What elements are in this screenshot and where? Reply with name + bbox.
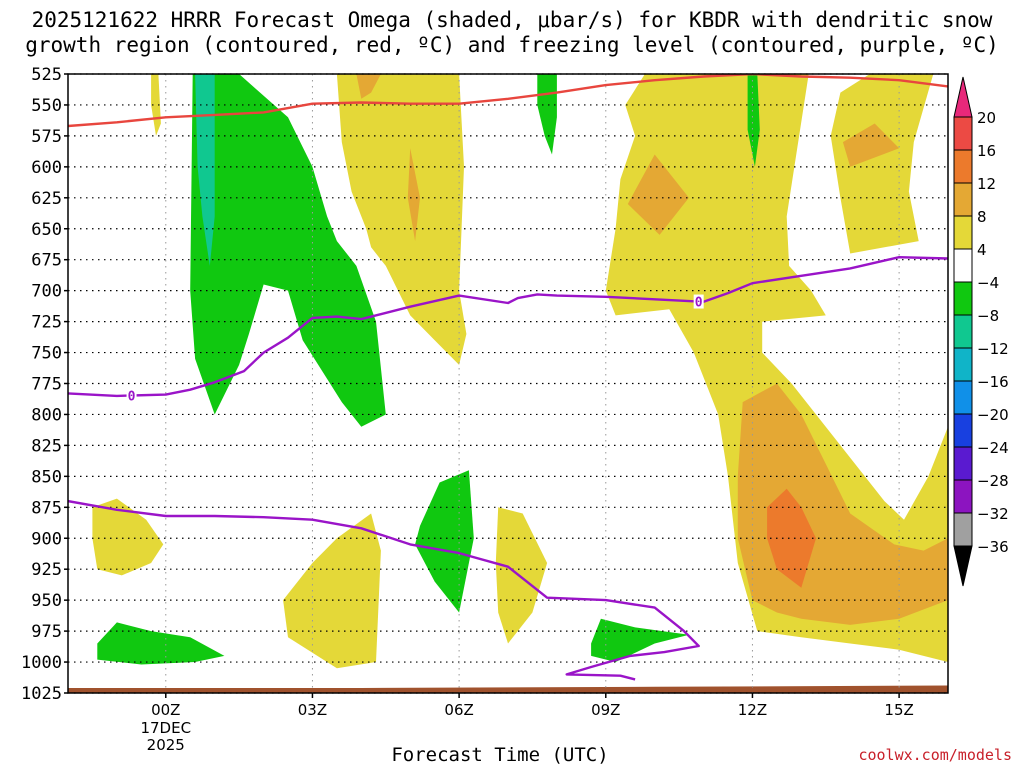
colorbar-swatch xyxy=(953,281,973,316)
y-tick-label: 700 xyxy=(31,282,62,302)
omega-shade-region-9 xyxy=(842,123,900,167)
y-tick-label: 975 xyxy=(31,622,62,642)
x-tick-label: 12Z xyxy=(738,701,767,719)
y-tick-label: 675 xyxy=(31,251,62,271)
omega-shade-region-4 xyxy=(605,74,948,662)
y-tick-label: 625 xyxy=(31,189,62,209)
y-tick-label: 650 xyxy=(31,220,62,240)
y-tick-label: 775 xyxy=(31,375,62,395)
y-tick-label: 950 xyxy=(31,591,62,611)
omega-shade-region-12 xyxy=(495,507,548,644)
colorbar-swatch xyxy=(953,149,973,184)
contour-label: 0 xyxy=(695,296,703,311)
chart-title-line-2: growth region (contoured, red, ºC) and f… xyxy=(25,33,999,57)
colorbar-swatch xyxy=(953,215,973,250)
colorbar-label: −24 xyxy=(977,439,1009,457)
x-tick-label: 06Z xyxy=(444,701,473,719)
y-tick-label: 900 xyxy=(31,529,62,549)
terrain-layer xyxy=(68,685,948,693)
colorbar-label: 16 xyxy=(977,142,996,160)
colorbar-label: −28 xyxy=(977,472,1009,490)
omega-shade-region-14 xyxy=(195,74,215,266)
y-tick-label: 525 xyxy=(31,65,62,85)
y-tick-label: 1000 xyxy=(21,653,62,673)
chart-title-line-1: 2025121622 HRRR Forecast Omega (shaded, … xyxy=(31,8,993,32)
terrain-surface xyxy=(68,685,948,693)
colorbar-bottom-arrow xyxy=(953,545,973,587)
y-tick-label: 575 xyxy=(31,127,62,147)
y-tick-label: 725 xyxy=(31,313,62,333)
colorbar-label: 12 xyxy=(977,175,996,193)
colorbar-swatch xyxy=(953,479,973,514)
colorbar-label: 4 xyxy=(977,241,987,259)
omega-shade-region-2 xyxy=(356,74,381,99)
colorbar-label: −4 xyxy=(977,274,999,292)
omega-shade-region-10 xyxy=(92,498,164,576)
x-axis-title: Forecast Time (UTC) xyxy=(391,744,609,766)
colorbar-label: −20 xyxy=(977,406,1009,424)
y-tick-label: 850 xyxy=(31,467,62,487)
x-tick-sublabel: 17DEC xyxy=(140,719,191,737)
colorbar: 20 16 12 8 4 −4 −8 −12 −16 −20 −24 −28 −32 −36 xyxy=(953,76,1009,587)
y-tick-label: 925 xyxy=(31,560,62,580)
omega-shade-region-1 xyxy=(336,74,467,365)
omega-shade-region-8 xyxy=(830,74,934,254)
colorbar-swatch xyxy=(953,182,973,217)
omega-shade-region-19 xyxy=(591,618,689,662)
omega-shading-layer xyxy=(92,74,948,669)
colorbar-label: −36 xyxy=(977,538,1009,556)
y-tick-label: 825 xyxy=(31,436,62,456)
colorbar-label: −32 xyxy=(977,505,1009,523)
credit-link[interactable]: coolwx.com/models xyxy=(858,746,1012,764)
omega-shade-region-7 xyxy=(767,488,816,588)
colorbar-label: 20 xyxy=(977,109,996,127)
colorbar-swatch xyxy=(953,446,973,481)
y-tick-label: 1025 xyxy=(21,684,62,704)
contour-dendritic-snow-growth-region xyxy=(68,74,948,128)
contour-freezing-level-lower xyxy=(68,499,700,681)
axes-layer: 525 550 575 600 625 650 675 700 725 750 775 800 825 8… xyxy=(21,65,949,754)
x-tick-label: 03Z xyxy=(298,701,327,719)
y-tick-label: 800 xyxy=(31,405,62,425)
colorbar-swatch xyxy=(953,413,973,448)
colorbar-swatch xyxy=(953,116,973,151)
omega-shade-region-5 xyxy=(627,154,689,235)
omega-shade-region-11 xyxy=(283,513,381,669)
contour-label-bg xyxy=(693,294,704,309)
omega-shade-region-18 xyxy=(97,622,225,665)
y-tick-label: 750 xyxy=(31,344,62,364)
omega-shade-region-17 xyxy=(415,470,474,613)
colorbar-swatch xyxy=(953,248,973,283)
colorbar-top-arrow xyxy=(953,76,973,118)
colorbar-swatch xyxy=(953,512,973,547)
colorbar-label: 8 xyxy=(977,208,987,226)
colorbar-label: −12 xyxy=(977,340,1009,358)
contour-label: 0 xyxy=(128,390,136,405)
colorbar-label: −8 xyxy=(977,307,999,325)
omega-shade-region-3 xyxy=(407,148,420,242)
x-tick-label: 15Z xyxy=(884,701,913,719)
contour-freezing-level-upper xyxy=(68,256,948,398)
colorbar-swatch xyxy=(953,347,973,382)
colorbar-swatch xyxy=(953,380,973,415)
contour-label-bg xyxy=(126,388,137,403)
x-tick-label: 00Z xyxy=(151,701,180,719)
contour-layer: 00 xyxy=(68,74,948,681)
y-tick-label: 550 xyxy=(31,96,62,116)
omega-shade-region-0 xyxy=(151,74,161,136)
omega-shade-region-13 xyxy=(190,74,386,427)
y-tick-label: 600 xyxy=(31,158,62,178)
colorbar-label: −16 xyxy=(977,373,1009,391)
omega-shade-region-16 xyxy=(747,74,760,167)
y-tick-label: 875 xyxy=(31,498,62,518)
colorbar-swatch xyxy=(953,314,973,349)
x-tick-label: 09Z xyxy=(591,701,620,719)
x-tick-sublabel: 2025 xyxy=(147,736,185,754)
omega-shade-region-15 xyxy=(537,74,557,155)
